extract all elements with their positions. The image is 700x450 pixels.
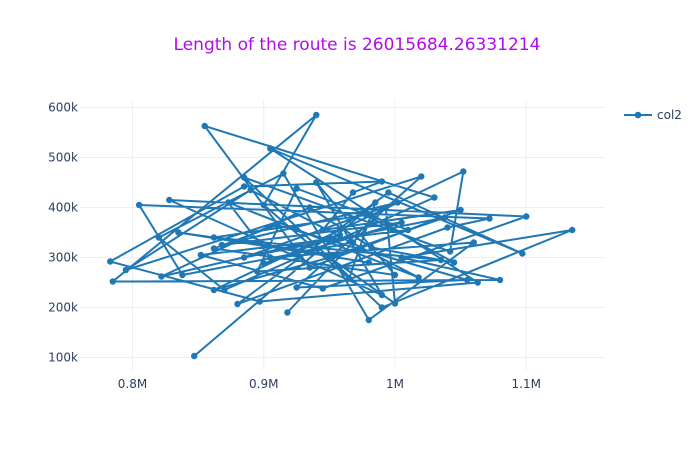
data-point[interactable] bbox=[349, 239, 357, 246]
data-point[interactable] bbox=[260, 201, 267, 209]
y-tick-label-0: 100k bbox=[48, 351, 78, 365]
legend-marker-swatch bbox=[634, 111, 642, 119]
data-point[interactable] bbox=[464, 276, 471, 284]
data-point[interactable] bbox=[240, 183, 248, 190]
data-point[interactable] bbox=[569, 226, 576, 234]
data-point[interactable] bbox=[306, 264, 313, 271]
data-point[interactable] bbox=[378, 304, 386, 311]
data-point[interactable] bbox=[345, 275, 353, 282]
data-point[interactable] bbox=[122, 266, 130, 274]
data-point[interactable] bbox=[260, 260, 267, 267]
y-tick-label-2: 300k bbox=[48, 251, 78, 265]
data-point[interactable] bbox=[191, 352, 198, 360]
data-point[interactable] bbox=[313, 179, 320, 186]
data-point[interactable] bbox=[210, 234, 218, 241]
data-point[interactable] bbox=[441, 214, 449, 221]
data-point[interactable] bbox=[496, 276, 504, 284]
data-point[interactable] bbox=[415, 274, 422, 281]
data-point[interactable] bbox=[385, 189, 392, 196]
data-point[interactable] bbox=[398, 254, 405, 261]
legend-label-col2: col2 bbox=[657, 108, 682, 122]
data-point[interactable] bbox=[197, 251, 204, 259]
data-point[interactable] bbox=[267, 254, 274, 261]
legend[interactable]: col2 bbox=[624, 108, 682, 122]
data-point[interactable] bbox=[378, 178, 386, 185]
data-point[interactable] bbox=[319, 285, 326, 292]
data-point[interactable] bbox=[158, 273, 165, 280]
data-point[interactable] bbox=[306, 204, 313, 211]
data-point[interactable] bbox=[444, 224, 451, 231]
data-point[interactable] bbox=[394, 199, 401, 206]
x-tick-label-3: 1.1M bbox=[512, 377, 541, 391]
data-point[interactable] bbox=[319, 226, 326, 234]
series-col2 bbox=[107, 111, 576, 360]
chart-title: Length of the route is 26015684.26331214 bbox=[174, 35, 541, 55]
data-point[interactable] bbox=[332, 251, 340, 259]
data-point[interactable] bbox=[326, 254, 333, 261]
data-point[interactable] bbox=[336, 231, 344, 239]
data-point[interactable] bbox=[240, 254, 248, 261]
data-point[interactable] bbox=[418, 173, 425, 180]
data-point[interactable] bbox=[474, 279, 481, 286]
data-point[interactable] bbox=[398, 219, 405, 226]
data-point[interactable] bbox=[431, 194, 438, 201]
data-point[interactable] bbox=[362, 211, 370, 219]
data-point[interactable] bbox=[365, 316, 372, 324]
data-point[interactable] bbox=[166, 196, 173, 204]
data-point[interactable] bbox=[218, 241, 225, 249]
data-point[interactable] bbox=[523, 213, 530, 220]
data-point[interactable] bbox=[382, 204, 389, 211]
data-point[interactable] bbox=[240, 174, 248, 181]
data-point[interactable] bbox=[391, 271, 399, 279]
data-point[interactable] bbox=[293, 284, 300, 291]
axis-ticks: 0.8M 0.9M 1M 1.1M 100k 200k 300k 400k 500k 600k bbox=[48, 101, 541, 392]
data-point[interactable] bbox=[284, 309, 291, 316]
data-point[interactable] bbox=[234, 300, 241, 308]
data-point[interactable] bbox=[175, 229, 182, 236]
data-point[interactable] bbox=[210, 286, 218, 294]
data-point[interactable] bbox=[210, 245, 218, 252]
x-tick-label-1: 0.9M bbox=[249, 377, 278, 391]
y-tick-label-4: 500k bbox=[48, 151, 78, 165]
data-point[interactable] bbox=[486, 215, 493, 222]
data-point[interactable] bbox=[247, 186, 254, 194]
data-point[interactable] bbox=[254, 268, 261, 275]
y-tick-label-3: 400k bbox=[48, 201, 78, 215]
y-tick-label-1: 200k bbox=[48, 301, 78, 315]
data-point[interactable] bbox=[179, 271, 186, 279]
data-point[interactable] bbox=[457, 206, 464, 214]
x-tick-label-2: 1M bbox=[386, 377, 404, 391]
data-point[interactable] bbox=[256, 298, 263, 305]
x-tick-label-0: 0.8M bbox=[118, 377, 147, 391]
data-point[interactable] bbox=[280, 170, 287, 177]
series-line-col2 bbox=[109, 114, 574, 357]
data-point[interactable] bbox=[470, 239, 477, 246]
data-point[interactable] bbox=[460, 168, 467, 175]
data-point[interactable] bbox=[368, 244, 375, 251]
data-point[interactable] bbox=[437, 256, 445, 264]
data-point[interactable] bbox=[155, 234, 162, 241]
data-point[interactable] bbox=[378, 291, 386, 299]
data-point[interactable] bbox=[450, 259, 458, 266]
data-point[interactable] bbox=[225, 199, 232, 206]
data-point[interactable] bbox=[221, 286, 228, 294]
data-point[interactable] bbox=[313, 111, 320, 119]
data-point[interactable] bbox=[273, 221, 281, 229]
data-point[interactable] bbox=[519, 250, 526, 257]
data-point[interactable] bbox=[293, 185, 300, 192]
data-point[interactable] bbox=[391, 300, 399, 307]
data-point[interactable] bbox=[404, 226, 412, 234]
data-point[interactable] bbox=[446, 248, 454, 255]
data-point[interactable] bbox=[349, 189, 357, 196]
data-point[interactable] bbox=[372, 199, 379, 206]
data-point[interactable] bbox=[201, 122, 208, 130]
y-tick-label-5: 600k bbox=[48, 101, 78, 115]
data-point[interactable] bbox=[109, 278, 117, 285]
data-point[interactable] bbox=[365, 259, 372, 266]
data-point[interactable] bbox=[135, 201, 143, 209]
data-point[interactable] bbox=[267, 145, 274, 152]
data-point[interactable] bbox=[107, 258, 114, 265]
